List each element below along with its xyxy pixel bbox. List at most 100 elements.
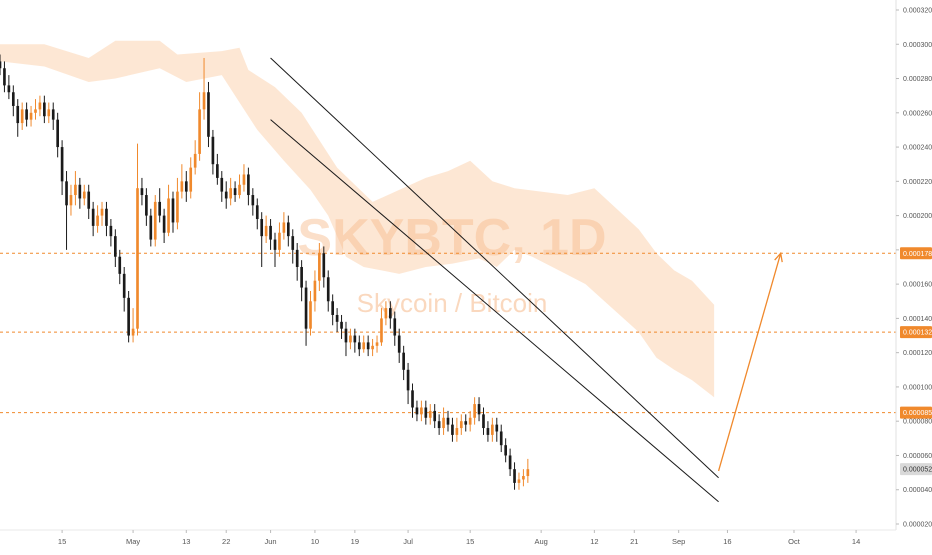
candle bbox=[211, 129, 215, 175]
candle-body bbox=[437, 421, 441, 429]
candle-body bbox=[393, 318, 397, 336]
candle bbox=[100, 201, 104, 226]
y-tick-label: 0.000280 bbox=[903, 76, 932, 83]
candle-body bbox=[136, 188, 139, 329]
candle bbox=[344, 321, 348, 357]
candle bbox=[167, 184, 170, 237]
candle bbox=[247, 167, 250, 206]
price-label-text: 0.000132 bbox=[903, 330, 932, 337]
candle-body bbox=[216, 164, 219, 178]
candle-body bbox=[198, 109, 201, 154]
price-label-box bbox=[900, 247, 932, 260]
x-tick-label: Jun bbox=[265, 537, 277, 546]
candle-body bbox=[344, 328, 348, 343]
candle bbox=[442, 407, 445, 435]
candle bbox=[468, 410, 472, 432]
candle-body bbox=[109, 225, 113, 237]
candle-body bbox=[309, 301, 312, 329]
candle bbox=[0, 54, 2, 76]
price-label: 0.000178 bbox=[900, 247, 932, 260]
candle bbox=[455, 417, 459, 442]
candle bbox=[291, 229, 295, 264]
candle bbox=[87, 184, 91, 220]
candle-body bbox=[504, 445, 507, 456]
x-tick-label: 14 bbox=[852, 537, 860, 546]
candle-body bbox=[149, 215, 153, 240]
candle bbox=[149, 208, 153, 247]
trend-lines bbox=[270, 57, 783, 503]
candle bbox=[446, 410, 450, 432]
candle bbox=[136, 143, 139, 336]
candle-body bbox=[189, 167, 193, 192]
candle-body bbox=[202, 92, 206, 110]
x-tick-label: Oct bbox=[788, 537, 801, 546]
candle-body bbox=[349, 335, 352, 343]
candle bbox=[335, 308, 339, 333]
candle-body bbox=[406, 369, 410, 391]
candle-body bbox=[384, 308, 388, 319]
candle-body bbox=[11, 92, 15, 106]
candle bbox=[397, 328, 401, 363]
candle-body bbox=[389, 308, 392, 319]
candle-body bbox=[34, 109, 37, 113]
candle bbox=[43, 95, 46, 124]
candle bbox=[251, 188, 255, 216]
candle bbox=[340, 314, 343, 339]
candle bbox=[96, 205, 99, 233]
x-tick-label: 15 bbox=[58, 537, 66, 546]
price-label: 0.000132 bbox=[900, 326, 932, 339]
candle-body bbox=[7, 85, 11, 93]
y-tick-label: 0.000300 bbox=[903, 42, 932, 49]
candle-body bbox=[491, 424, 494, 435]
price-label-text: 0.000178 bbox=[903, 251, 932, 258]
candle-body bbox=[131, 328, 135, 336]
candle-body bbox=[264, 225, 268, 237]
candle bbox=[278, 222, 281, 257]
candle bbox=[216, 153, 219, 185]
candle-body bbox=[380, 318, 383, 343]
candle bbox=[473, 397, 476, 425]
candle-body bbox=[96, 215, 99, 226]
candle bbox=[11, 85, 15, 117]
candle-body bbox=[468, 417, 472, 425]
candle-body bbox=[424, 407, 428, 418]
candle bbox=[286, 215, 290, 247]
candle bbox=[113, 229, 117, 267]
candle-body bbox=[477, 404, 481, 415]
candle-body bbox=[415, 407, 419, 415]
candle-body bbox=[74, 184, 77, 196]
candle bbox=[513, 462, 516, 490]
candle bbox=[20, 102, 24, 130]
candle-body bbox=[291, 236, 295, 250]
candle-body bbox=[451, 424, 454, 435]
candle bbox=[517, 472, 521, 490]
candle bbox=[486, 421, 490, 442]
candle bbox=[189, 157, 193, 199]
candle-body bbox=[100, 208, 104, 216]
x-tick-label: 15 bbox=[466, 537, 474, 546]
candle-body bbox=[207, 92, 210, 137]
candle bbox=[56, 112, 59, 158]
candle-body bbox=[402, 352, 405, 370]
candle-body bbox=[278, 232, 281, 250]
candle bbox=[176, 177, 179, 230]
candle-body bbox=[340, 321, 343, 329]
candle bbox=[389, 301, 392, 329]
candle-body bbox=[127, 297, 130, 336]
candle bbox=[353, 328, 357, 353]
x-tick-label: 16 bbox=[723, 537, 731, 546]
candle bbox=[424, 400, 428, 425]
candle-body bbox=[211, 136, 215, 165]
candle-body bbox=[428, 410, 432, 418]
candle bbox=[415, 400, 419, 422]
candles bbox=[0, 54, 530, 490]
price-label: 0.000052 bbox=[900, 463, 932, 476]
candle bbox=[238, 174, 241, 199]
candle-body bbox=[238, 184, 241, 196]
candle-body bbox=[229, 188, 232, 199]
candle-body bbox=[495, 424, 499, 432]
time-axis[interactable]: 15 May 13 22 Jun 10 19 Jul 15 Aug 12 21 Sep 16 Oct 14 bbox=[0, 529, 896, 546]
